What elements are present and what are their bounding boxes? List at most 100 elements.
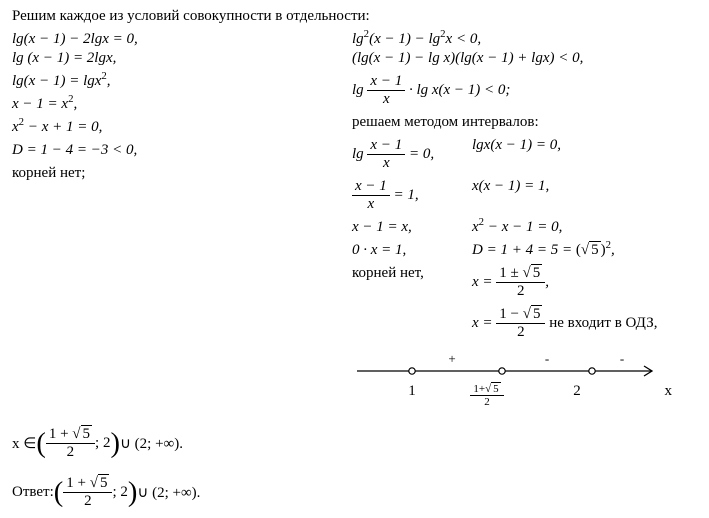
text: lgx (83, 73, 101, 89)
left-no-roots: корней нет; (12, 165, 352, 182)
interval-result: x ∈ ( 1 + √5 2 ; 2 ) ∪ (2; +∞). (12, 426, 697, 461)
text: = 1, (394, 187, 419, 203)
text: (x − 1) − lg (369, 31, 440, 47)
text: x (12, 119, 19, 135)
pair-4-left: 0 · x = 1, (352, 242, 472, 259)
fraction: 1 + √5 2 (46, 426, 95, 461)
pair-1-right: lgx(x − 1) = 0, (472, 137, 561, 172)
numerator: 1+√5 (470, 383, 503, 395)
text: 1 + (66, 475, 89, 491)
sqrt: √5 (581, 242, 601, 259)
radicand: 5 (589, 241, 601, 258)
pair-2: x − 1 x = 1, x(x − 1) = 1, (352, 178, 697, 213)
text: · lg x(x − 1) < 0; (409, 82, 510, 98)
fraction: 1+√5 2 (470, 383, 503, 408)
text: ∪ (2; +∞). (120, 434, 183, 453)
pair-2-left: x − 1 x = 1, (352, 178, 472, 213)
sign-minus-1: - (545, 351, 549, 366)
right-eq-1: lg2(x − 1) − lg2x < 0, (352, 31, 697, 48)
text: − x + 1 = 0, (24, 119, 102, 135)
right-eq-2: (lg(x − 1) − lg x)(lg(x − 1) + lgx) < 0, (352, 50, 697, 67)
number-line: + - - 1 1+√5 2 2 x (352, 349, 697, 408)
answer-label: Ответ: (12, 484, 54, 501)
text: x (472, 219, 479, 235)
pair-2-right: x(x − 1) = 1, (472, 178, 549, 213)
numerator: x − 1 (352, 178, 390, 195)
numerator: 1 + √5 (63, 475, 112, 492)
radicand: 5 (98, 474, 110, 491)
sign-minus-2: - (620, 351, 624, 366)
pair-3-right: x2 − x − 1 = 0, (472, 219, 562, 236)
radicand: 5 (531, 264, 543, 281)
pair-1-left: lg x − 1 x = 0, (352, 137, 472, 172)
sqrt: √5 (72, 426, 92, 443)
denominator: x (367, 90, 405, 108)
text: , (73, 96, 77, 112)
fraction: 1 + √5 2 (63, 475, 112, 510)
number-line-svg: + - - (352, 349, 672, 383)
radicand: 5 (491, 382, 501, 395)
pair-3: x − 1 = x, x2 − x − 1 = 0, (352, 219, 697, 236)
pair-4-right: D = 1 + 4 = 5 = (√5)2, (472, 242, 615, 259)
pair-5: корней нет, x = 1 ± √5 2 , (352, 265, 697, 300)
sqrt: √5 (90, 475, 110, 492)
text: lg (352, 82, 364, 98)
sqrt: √5 (523, 265, 543, 282)
text: 1 + (49, 426, 72, 442)
left-eq-1: lg(x − 1) − 2lgx = 0, (12, 31, 352, 48)
left-eq-6: D = 1 − 4 = −3 < 0, (12, 142, 352, 159)
text: x − 1 = x (12, 96, 68, 112)
denominator: x (352, 195, 390, 213)
numerator: 1 − √5 (496, 306, 545, 323)
text: lg (352, 146, 364, 162)
denominator: 2 (496, 282, 545, 300)
text: ∪ (2; +∞). (137, 483, 200, 502)
pair-1: lg x − 1 x = 0, lgx(x − 1) = 0, (352, 137, 697, 172)
fraction: x − 1 x (352, 178, 390, 213)
x-label: x (622, 383, 672, 408)
sign-plus: + (448, 351, 455, 366)
text: x < 0, (446, 31, 482, 47)
numerator: 1 + √5 (46, 426, 95, 443)
numerator: x − 1 (367, 137, 405, 154)
answer-line: Ответ: ( 1 + √5 2 ; 2 ) ∪ (2; +∞). (12, 475, 697, 510)
left-eq-2: lg (x − 1) = 2lgx, (12, 50, 352, 67)
axis-labels: 1 1+√5 2 2 x (352, 383, 697, 408)
left-eq-3: lg(x − 1) = lgx2, (12, 73, 352, 90)
right-column: lg2(x − 1) − lg2x < 0, (lg(x − 1) − lg x… (352, 29, 697, 412)
denominator: 2 (46, 443, 95, 461)
text: , (107, 73, 111, 89)
text: lg (352, 31, 364, 47)
text: = 0, (409, 146, 434, 162)
text: x = (472, 315, 496, 331)
two-column-layout: lg(x − 1) − 2lgx = 0, lg (x − 1) = 2lgx,… (12, 29, 697, 412)
heading-text: Решим каждое из условий совокупности в о… (12, 8, 697, 25)
tick-2: 1+√5 2 (442, 383, 532, 408)
text: 1 − (499, 306, 522, 322)
right-eq-3: lg x − 1 x · lg x(x − 1) < 0; (352, 73, 697, 108)
pair-3-left: x − 1 = x, (352, 219, 472, 236)
denominator: 2 (63, 492, 112, 510)
text: ; 2 (95, 435, 110, 452)
fraction: 1 − √5 2 (496, 306, 545, 341)
denominator: 2 (470, 395, 503, 408)
tick-1: 1 (382, 383, 442, 408)
text: − x − 1 = 0, (484, 219, 562, 235)
right-method-label: решаем методом интервалов: (352, 114, 697, 131)
text: D = 1 + 4 = 5 = (472, 242, 576, 258)
text: x = (472, 274, 496, 290)
fraction: 1 ± √5 2 (496, 265, 545, 300)
sqrt: √5 (523, 306, 543, 323)
text: x ∈ (12, 434, 36, 453)
text: 1 ± (499, 265, 522, 281)
fraction: x − 1 x (367, 137, 405, 172)
left-eq-5: x2 − x + 1 = 0, (12, 119, 352, 136)
text: 1+ (473, 383, 485, 395)
text: не входит в ОДЗ, (549, 315, 657, 331)
text: , (611, 242, 615, 258)
denominator: x (367, 154, 405, 172)
text: lg(x − 1) = (12, 73, 83, 89)
pair-4: 0 · x = 1, D = 1 + 4 = 5 = (√5)2, (352, 242, 697, 259)
sqrt: √5 (485, 383, 501, 395)
numerator: x − 1 (367, 73, 405, 90)
